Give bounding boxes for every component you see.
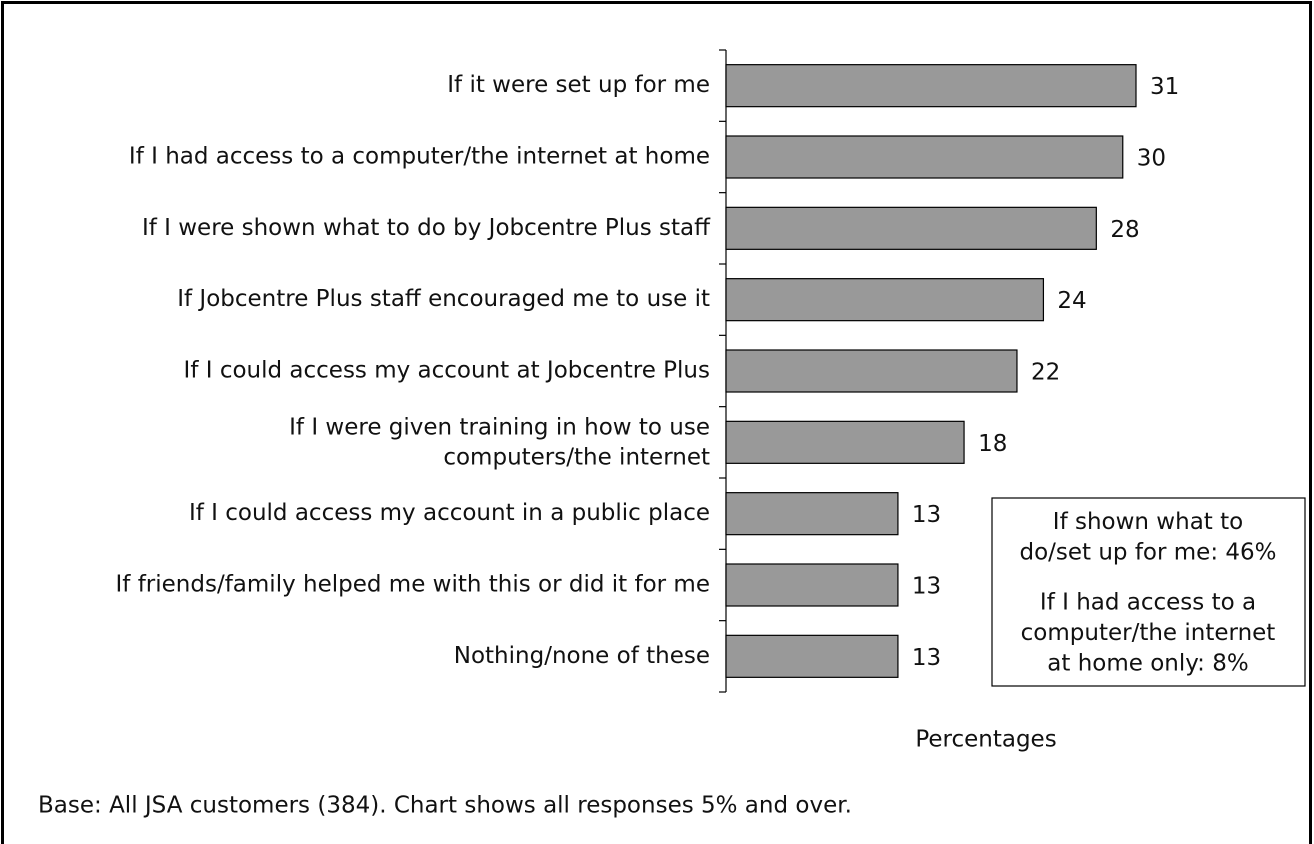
bar: [725, 634, 899, 678]
value-label: 13: [912, 502, 941, 528]
value-label: 13: [912, 645, 941, 671]
category-label: If I were given training in how to use co…: [289, 414, 710, 470]
category-label: If it were set up for me: [447, 72, 710, 98]
bar: [725, 206, 1097, 250]
bar: [725, 492, 899, 536]
bar: [725, 64, 1137, 108]
value-label: 28: [1110, 217, 1139, 243]
value-label: 24: [1057, 288, 1086, 314]
category-label: Nothing/none of these: [454, 643, 710, 669]
note: Base: All JSA customers (384). Chart sho…: [38, 793, 852, 819]
category-label: If I were shown what to do by Jobcentre …: [142, 215, 711, 241]
value-label: 30: [1137, 146, 1166, 172]
category-label: If I could access my account in a public…: [189, 500, 710, 526]
annotation: If shown what to do/set up for me: 46%: [1019, 508, 1276, 565]
bar: [725, 278, 1045, 322]
category-label: If I could access my account at Jobcentr…: [184, 358, 710, 384]
category-label: If Jobcentre Plus staff encouraged me to…: [177, 286, 710, 312]
bar: [725, 563, 899, 607]
value-label: 22: [1031, 360, 1060, 386]
value-label: 13: [912, 574, 941, 600]
value-label: 18: [978, 431, 1007, 457]
bar: [725, 135, 1124, 179]
x-axis-label: Percentages: [915, 727, 1056, 753]
annotation: If I had access to a computer/the interne…: [1021, 589, 1276, 676]
annotation-box: [991, 497, 1306, 687]
bar: [725, 420, 965, 464]
bar: [725, 349, 1018, 393]
category-label: If friends/family helped me with this or…: [116, 572, 710, 598]
category-label: If I had access to a computer/the intern…: [129, 144, 710, 170]
value-label: 31: [1150, 74, 1179, 100]
